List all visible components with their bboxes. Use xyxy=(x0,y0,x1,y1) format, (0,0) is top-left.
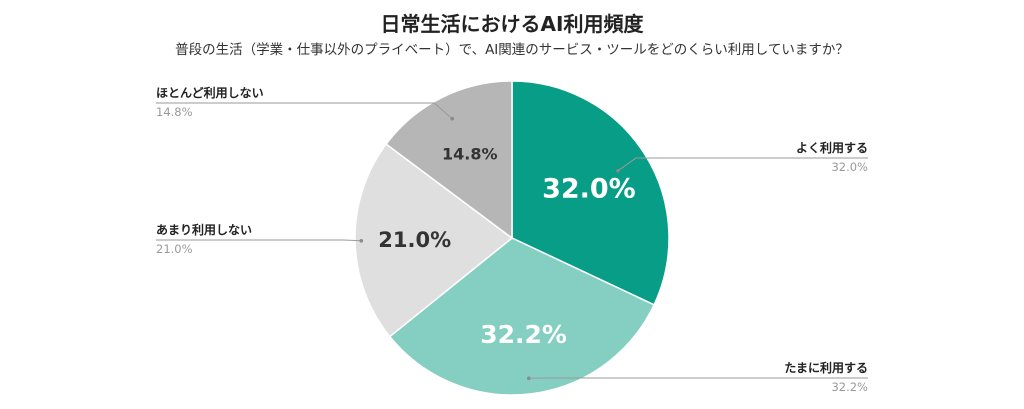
chart-title: 日常生活におけるAI利用頻度 xyxy=(380,12,644,36)
slice-percent-label: 32.2% xyxy=(831,380,868,394)
chart-subtitle: 普段の生活（学業・仕事以外のプライベート）で、AI関連のサービス・ツールをどのく… xyxy=(175,42,849,58)
slice-value-label: 32.0% xyxy=(542,174,636,205)
slice-name-label: あまり利用しない xyxy=(156,222,252,237)
leader-line xyxy=(617,157,868,172)
slice-percent-label: 14.8% xyxy=(156,105,193,119)
pie-slice xyxy=(388,237,656,396)
slice-value-label: 14.8% xyxy=(442,144,498,163)
pie-slice xyxy=(511,80,670,306)
slice-name-label: たまに利用する xyxy=(784,360,868,375)
leader-line xyxy=(156,102,453,120)
slice-value-label: 21.0% xyxy=(378,228,451,252)
leader-dot xyxy=(527,376,531,381)
leader-dot xyxy=(616,168,620,173)
slice-percent-label: 21.0% xyxy=(156,242,193,256)
leader-dot xyxy=(450,116,455,121)
slice-value-label: 32.2% xyxy=(480,320,567,349)
pie-slice xyxy=(385,80,513,240)
slice-name-label: よく利用する xyxy=(796,140,868,155)
leader-dot xyxy=(359,239,364,243)
slice-name-label: ほとんど利用しない xyxy=(156,85,264,100)
leader-line xyxy=(156,239,362,242)
slice-percent-label: 32.0% xyxy=(831,160,868,174)
